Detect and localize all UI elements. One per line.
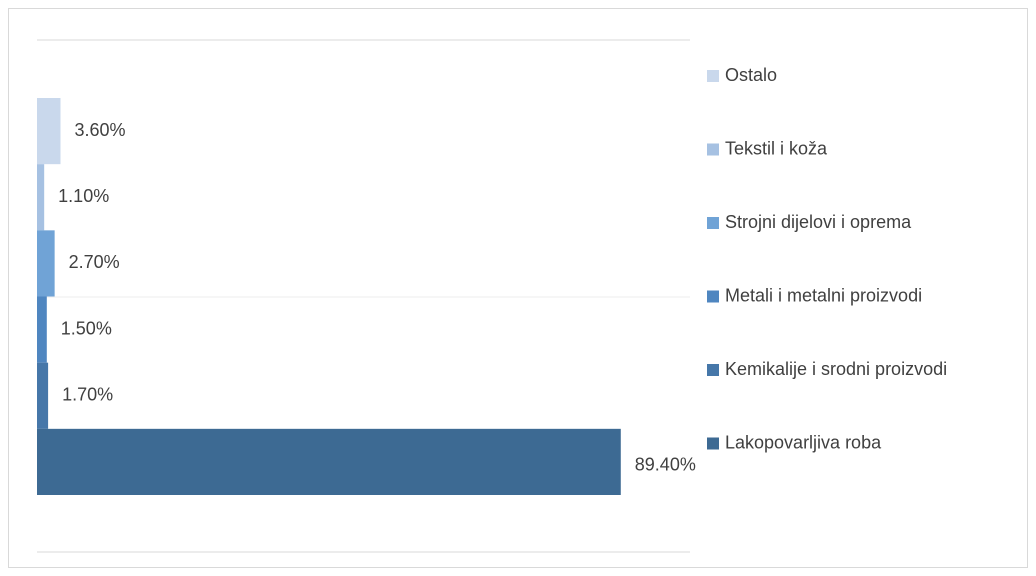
bar xyxy=(37,362,49,429)
bar xyxy=(37,296,47,363)
legend-swatch xyxy=(707,143,719,156)
data-label: 3.60% xyxy=(75,120,126,140)
legend-swatch xyxy=(707,364,719,376)
legend-label: Kemikalije i srodni proizvodi xyxy=(725,359,947,379)
legend-swatch xyxy=(707,437,719,450)
data-label: 2.70% xyxy=(69,252,120,272)
legend-label: Tekstil i koža xyxy=(725,138,828,158)
data-label: 1.50% xyxy=(61,318,112,338)
legend-label: Strojni dijelovi i oprema xyxy=(725,212,912,232)
bar xyxy=(37,428,621,495)
bar xyxy=(37,164,45,231)
legend-label: Ostalo xyxy=(725,65,777,85)
legend-swatch xyxy=(707,70,719,82)
bar xyxy=(37,230,55,297)
data-label: 89.40% xyxy=(635,455,696,475)
bar xyxy=(37,98,61,165)
legend-label: Metali i metalni proizvodi xyxy=(725,285,922,305)
legend-swatch xyxy=(707,290,719,303)
legend-swatch xyxy=(707,217,719,229)
data-label: 1.10% xyxy=(58,186,109,206)
data-label: 1.70% xyxy=(62,385,113,405)
legend-label: Lakopovarljiva roba xyxy=(725,432,882,452)
